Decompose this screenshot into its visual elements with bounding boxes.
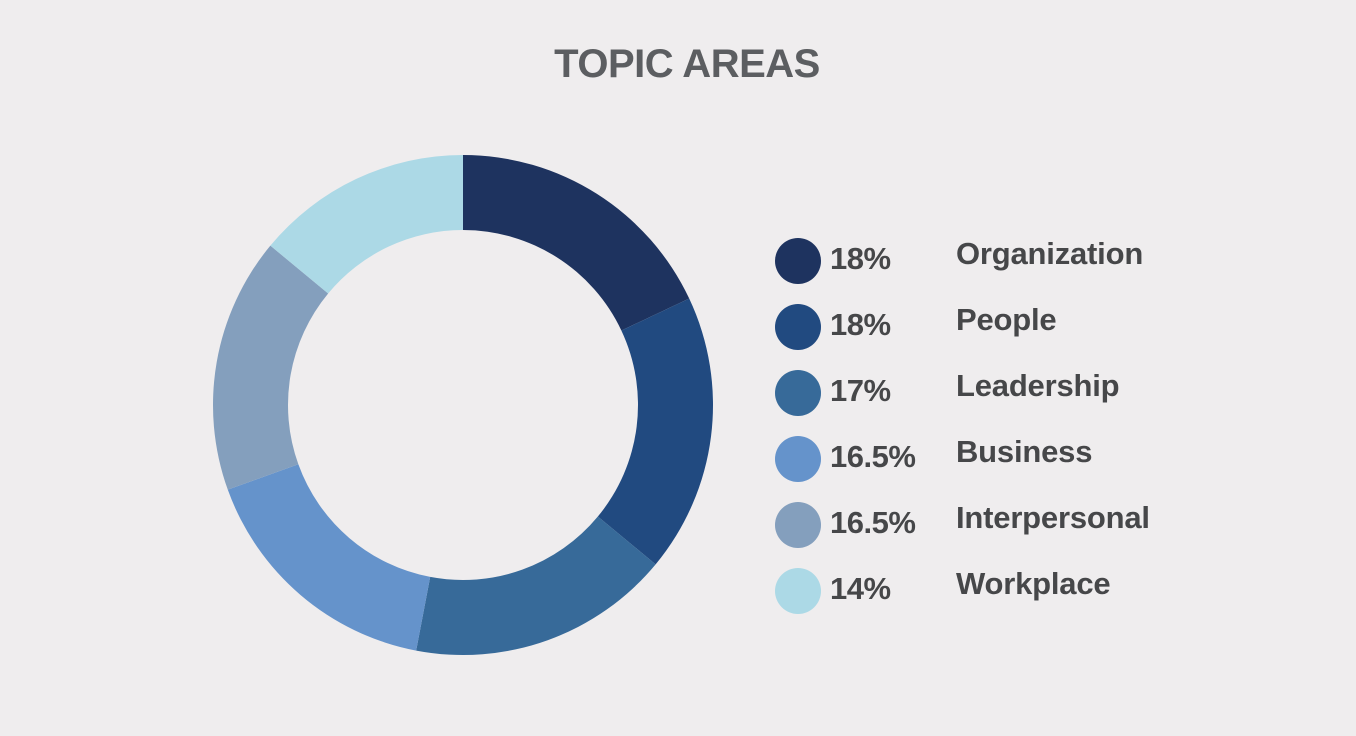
legend-item: 17% Leadership xyxy=(775,368,1195,434)
legend-swatch xyxy=(775,238,821,284)
legend-label: Business xyxy=(956,434,1093,469)
legend-percent: 16.5% xyxy=(830,505,916,540)
chart-title: TOPIC AREAS xyxy=(554,42,820,86)
legend-swatch xyxy=(775,436,821,482)
legend-item: 14% Workplace xyxy=(775,566,1195,632)
legend-label: Leadership xyxy=(956,368,1120,403)
legend-label: Interpersonal xyxy=(956,500,1150,535)
donut-slice-people xyxy=(597,298,713,565)
legend-swatch xyxy=(775,370,821,416)
donut-slice-leadership xyxy=(416,516,656,656)
legend-swatch xyxy=(775,304,821,350)
legend-percent: 18% xyxy=(830,241,891,276)
donut-slice-interpersonal xyxy=(213,245,329,490)
legend-item: 18% Organization xyxy=(775,236,1195,302)
legend-label: Workplace xyxy=(956,566,1111,601)
legend-percent: 16.5% xyxy=(830,439,916,474)
legend-percent: 14% xyxy=(830,571,891,606)
legend-item: 16.5% Interpersonal xyxy=(775,500,1195,566)
donut-slice-business xyxy=(227,464,431,651)
legend-item: 16.5% Business xyxy=(775,434,1195,500)
legend-label: People xyxy=(956,302,1057,337)
donut-slice-workplace xyxy=(270,155,463,294)
donut-slice-organization xyxy=(463,155,690,331)
legend-item: 18% People xyxy=(775,302,1195,368)
chart-legend: 18% Organization 18% People 17% Leadersh… xyxy=(775,236,1195,632)
legend-label: Organization xyxy=(956,236,1144,271)
legend-swatch xyxy=(775,502,821,548)
legend-percent: 18% xyxy=(830,307,891,342)
legend-percent: 17% xyxy=(830,373,891,408)
legend-swatch xyxy=(775,568,821,614)
